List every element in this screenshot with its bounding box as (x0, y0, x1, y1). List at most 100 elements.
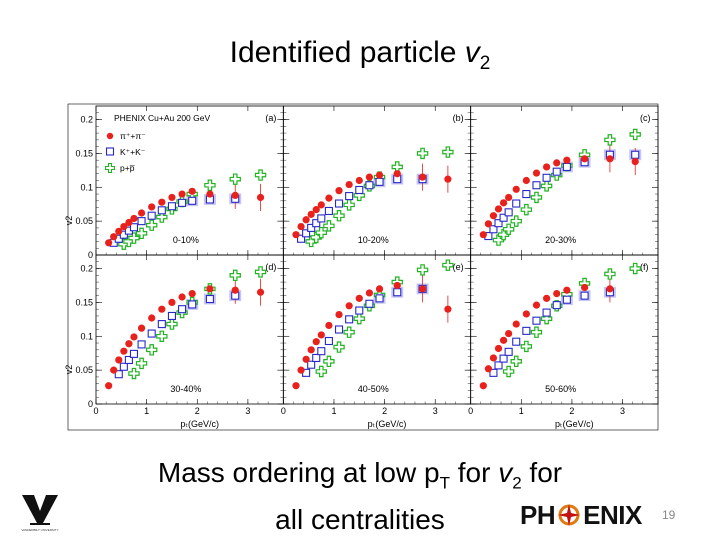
proton-point (128, 367, 140, 380)
kaon-point (499, 213, 508, 222)
kaon-point (512, 199, 521, 208)
legend-kaon-label: K⁺+K⁻ (120, 147, 146, 157)
pion-point (444, 305, 452, 313)
kaon-point (124, 355, 133, 365)
pion-point (130, 214, 138, 223)
kaon-point (365, 181, 374, 190)
kaon-point (157, 320, 166, 329)
kaon-point (129, 223, 139, 232)
x-tick-label: 3 (620, 406, 625, 416)
kaon-point (324, 336, 333, 346)
pion-point (231, 286, 239, 294)
proton-point (323, 220, 335, 232)
proton-point (229, 173, 241, 185)
proton-point (204, 179, 216, 191)
pion-point (292, 231, 300, 239)
pion-point (256, 288, 265, 296)
panel-e: 0 1 2 3 pₜ(GeV/c) (e) 40-50% (281, 254, 472, 429)
kaon-point (489, 225, 498, 234)
title-text: Identified particle (229, 36, 465, 69)
proton-point (604, 134, 616, 146)
centrality-label: 40-50% (358, 384, 389, 394)
pion-point (325, 321, 333, 330)
kaon-point (334, 325, 344, 334)
vanderbilt-logo-text: VANDERBILT UNIVERSITY (21, 528, 58, 532)
proton-point (323, 355, 335, 368)
kaon-point (167, 311, 176, 321)
pion-point (148, 203, 156, 211)
kaon-point (631, 150, 640, 159)
pion-point (580, 283, 589, 292)
legend-pion-label: π⁺+π⁻ (120, 131, 146, 141)
pion-point (178, 293, 186, 301)
pion-point (312, 338, 320, 346)
y-tick-label: 0.2 (80, 115, 93, 125)
pion-point (125, 218, 133, 227)
pion-point (120, 347, 128, 355)
pion-point (553, 159, 561, 167)
pion-point (345, 302, 353, 310)
proton-point (442, 146, 454, 158)
pion-point (206, 190, 214, 198)
y-tick-label: 0.1 (80, 331, 93, 341)
pion-point (115, 227, 123, 235)
title-subscript: 2 (479, 53, 491, 74)
pion-point (325, 194, 333, 202)
panel-label: (d) (265, 262, 276, 272)
kaon-point (375, 294, 384, 303)
kaon-point (355, 306, 364, 315)
kaon-point (345, 315, 354, 324)
proton-point (502, 365, 515, 378)
kaon-point (365, 299, 374, 308)
kaon-point (522, 326, 531, 335)
legend-pion-marker (106, 132, 114, 140)
proton-point (310, 231, 322, 244)
y-tick-label: 0.15 (75, 297, 93, 307)
kaon-point (147, 329, 156, 338)
proton-point (156, 330, 168, 342)
kaon-point (307, 223, 316, 232)
pion-point (494, 205, 503, 213)
proton-point (254, 169, 267, 181)
pion-point (188, 290, 196, 298)
x-tick-label: 0 (281, 406, 286, 416)
vanderbilt-logo: VANDERBILT UNIVERSITY (21, 495, 59, 532)
kaon-point (157, 206, 166, 215)
proton-point (497, 228, 510, 241)
kaon-point (188, 300, 197, 309)
pion-point (312, 206, 320, 214)
kaon-point (393, 288, 402, 297)
pion-point (110, 233, 118, 241)
pion-point (148, 314, 156, 322)
kaon-point (532, 181, 541, 190)
x-tick-label: 3 (433, 406, 438, 416)
x-tick-label: 0 (93, 406, 98, 416)
pion-point (522, 310, 530, 318)
pion-point (418, 285, 427, 293)
pion-point (355, 176, 363, 185)
x-axis-label: pₜ(GeV/c) (368, 419, 407, 429)
kaon-point (552, 167, 561, 176)
kaon-point (504, 347, 513, 356)
pion-point (137, 324, 146, 332)
centrality-label: 50-60% (545, 384, 576, 394)
kaon-point (129, 349, 139, 358)
proton-point (305, 235, 317, 248)
proton-point (520, 340, 533, 353)
pion-point (563, 156, 571, 164)
x-tick-label: 1 (519, 406, 524, 416)
pion-point (532, 301, 541, 309)
pion-point (393, 281, 401, 290)
kaon-point (542, 173, 551, 182)
proton-point (416, 147, 429, 160)
slide-number: 19 (662, 508, 676, 522)
proton-point (492, 234, 505, 246)
panel-f: 0 1 2 3 pₜ(GeV/c) (f) 50-60% (468, 254, 659, 429)
proton-point (540, 312, 553, 325)
pion-point (489, 212, 498, 220)
kaon-point (562, 295, 571, 304)
kaon-point (147, 211, 156, 220)
pion-point (553, 290, 561, 298)
pion-point (206, 285, 214, 293)
pion-point (606, 155, 614, 163)
